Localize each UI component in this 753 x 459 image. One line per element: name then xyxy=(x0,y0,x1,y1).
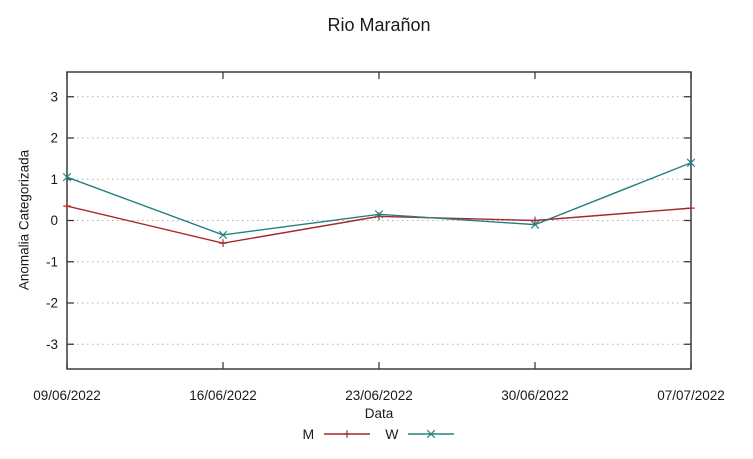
y-tick-label: -2 xyxy=(46,296,58,311)
series-marker-W xyxy=(686,158,696,167)
y-tick-label: 0 xyxy=(50,213,58,228)
plot-border xyxy=(66,71,692,370)
chart-title: Rio Marañon xyxy=(327,15,431,35)
y-tick-label: 3 xyxy=(50,89,58,104)
legend-item-M: M xyxy=(303,426,372,442)
y-tick-label: 1 xyxy=(50,172,58,187)
series-marker-W xyxy=(62,172,72,182)
x-tick-label: 09/06/2022 xyxy=(33,388,101,403)
series-marker-W xyxy=(218,230,228,240)
legend-item-W: W xyxy=(385,426,455,442)
series-marker-W xyxy=(530,220,540,229)
x-axis-label: Data xyxy=(364,406,394,421)
x-tick-label: 16/06/2022 xyxy=(189,388,257,403)
legend-label-M: M xyxy=(302,426,315,442)
series-line-W xyxy=(66,162,692,236)
legend-sample-M xyxy=(324,430,371,438)
x-tick-label: 23/06/2022 xyxy=(345,388,413,403)
legend-sample-W xyxy=(408,429,455,439)
legend-sample-marker-W xyxy=(427,429,436,439)
series-marker-W xyxy=(374,210,384,219)
x-tick-label: 30/06/2022 xyxy=(501,388,569,403)
y-tick-label: -3 xyxy=(46,337,58,352)
x-tick-label: 07/07/2022 xyxy=(657,388,725,403)
legend-label-W: W xyxy=(385,426,399,442)
y-tick-label: -1 xyxy=(46,254,58,269)
y-tick-label: 2 xyxy=(50,131,58,146)
